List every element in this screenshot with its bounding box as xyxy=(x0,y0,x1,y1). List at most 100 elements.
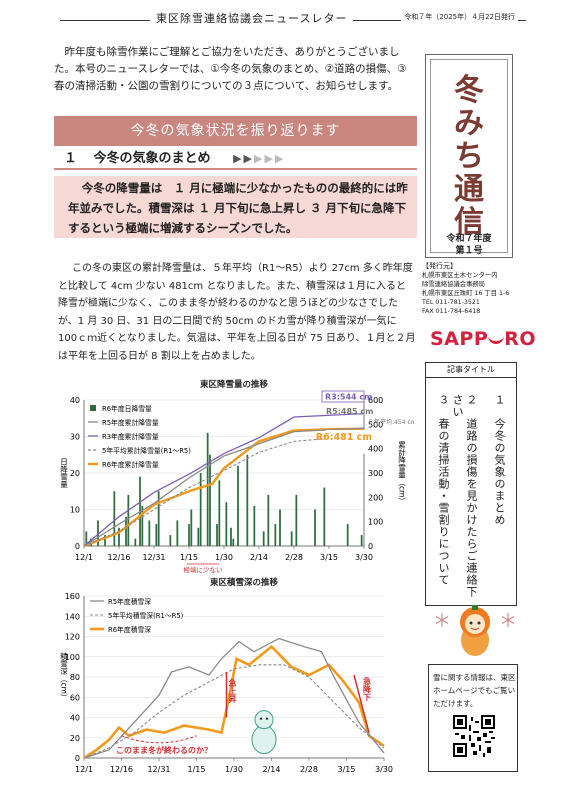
snowman-eye-icon xyxy=(259,717,263,720)
x-tick-label: 12/16 xyxy=(107,553,130,562)
daily-snowfall-bar xyxy=(85,531,88,546)
snowflake-icon xyxy=(501,613,515,627)
legend-label: R6年度日降雪量 xyxy=(102,404,152,413)
x-tick-label: 3/30 xyxy=(355,553,373,562)
publisher-heading: 【発行元】 xyxy=(422,262,457,270)
legend-label: R6年度累計降雪量 xyxy=(102,460,159,469)
daily-snowfall-bar xyxy=(141,505,144,546)
legend-label: R5年度積雪深 xyxy=(108,597,151,606)
daily-snowfall-bar xyxy=(188,524,190,546)
cumulative-snowfall-line xyxy=(83,412,365,547)
y-tick-label-left: 20 xyxy=(70,469,80,478)
daily-snowfall-bar xyxy=(125,516,127,546)
y-tick-label: 160 xyxy=(65,592,80,601)
daily-snowfall-bar xyxy=(190,509,193,546)
x-tick-label: 12/31 xyxy=(147,765,170,774)
title-char-4: 通 xyxy=(454,172,484,207)
x-tick-label: 3/15 xyxy=(320,553,338,562)
snow-depth-line xyxy=(83,637,385,759)
annotation-drop: 急降下 xyxy=(362,676,372,702)
daily-snowfall-bar xyxy=(218,480,221,546)
toc-item-2: ２ 道路の損傷を見かけたらご連絡下さい xyxy=(451,394,478,598)
section-title: 今冬の気象のまとめ xyxy=(93,151,211,166)
x-tick-label: 3/15 xyxy=(338,765,356,774)
legend-label: 5年平均積雪深(R1～R5) xyxy=(108,611,184,620)
daily-snowfall-bar xyxy=(169,535,172,546)
annotation-box xyxy=(326,430,366,454)
table-of-contents: １ 今冬の気象のまとめ ２ 道路の損傷を見かけたらご連絡下さい ３ 春の清掃活動… xyxy=(425,378,517,606)
daily-snowfall-bar xyxy=(323,487,326,546)
publisher-info: 【発行元】 札幌市東区土木センター内 除雪連絡協議会事務局 札幌市東区丘珠町 1… xyxy=(422,262,532,316)
annotation-surge: 急上昇 xyxy=(228,678,237,704)
daily-snowfall-bar xyxy=(290,531,293,546)
legend-label: R5年度累計降雪量 xyxy=(102,418,159,427)
info-box: 雪に関する情報は、東区ホームページでもご覧いただけます。 xyxy=(428,664,518,772)
daily-snowfall-bar xyxy=(134,538,137,546)
daily-snowfall-bar xyxy=(237,465,239,546)
annotation-avg: ５年平均:454 cm xyxy=(368,418,414,426)
toc-label: 記事タイトル xyxy=(425,362,517,378)
snowman-head-icon xyxy=(254,710,274,730)
y-tick-label-right: 100 xyxy=(368,518,383,527)
publisher-line: 札幌市東区丘珠町 16 丁目 1-6 xyxy=(422,290,510,297)
y-tick-label: 0 xyxy=(75,754,80,763)
x-tick-label: 12/31 xyxy=(142,553,165,562)
annotation-question: このまま冬が終わるのか？ xyxy=(116,745,212,755)
y-tick-label-left: 0 xyxy=(75,542,80,551)
section-banner: 今冬の気象状況を振り返ります xyxy=(54,116,417,146)
cumulative-snowfall-line xyxy=(83,427,365,547)
annotation-r3: R3:544 cm xyxy=(325,393,373,402)
snowfall-chart-title: 東区降雪量の推移 xyxy=(200,380,269,390)
y-tick-label: 60 xyxy=(70,693,80,702)
section-heading: １ 今冬の気象のまとめ ▶▶▶▶▶ xyxy=(54,148,417,170)
x-tick-label: 2/28 xyxy=(285,553,303,562)
daily-snowfall-bar xyxy=(157,491,160,546)
y-tick-label-left: 10 xyxy=(70,506,80,515)
daily-snowfall-bar xyxy=(209,454,211,546)
daily-snowfall-bar xyxy=(197,527,200,546)
snowman-icon xyxy=(251,725,277,755)
summary-highlight: 今冬の降雪量は １ 月に極端に少なかったものの最終的には昨年並みでした。積雪深は… xyxy=(54,176,417,238)
y-tick-label-left: 40 xyxy=(70,396,80,405)
daily-snowfall-bar xyxy=(113,491,116,546)
legend-label: R6年度積雪深 xyxy=(108,625,151,634)
daily-snowfall-bar xyxy=(346,524,349,546)
snow-depth-line xyxy=(83,664,385,759)
snowflake-icon xyxy=(435,613,449,627)
daily-snowfall-bar xyxy=(97,520,99,546)
snow-depth-chart-title: 東区積雪深の推移 xyxy=(210,578,279,588)
legend-label: R3年度累計降雪量 xyxy=(102,432,159,441)
title-char-1: 冬 xyxy=(454,73,484,108)
snowman-eye-icon xyxy=(265,717,269,720)
y-tick-label: 120 xyxy=(65,633,80,642)
daily-snowfall-bar xyxy=(274,524,277,546)
daily-snowfall-bar xyxy=(279,509,281,546)
daily-snowfall-bar xyxy=(206,432,209,546)
daily-snowfall-bar xyxy=(230,527,232,546)
y-tick-label: 80 xyxy=(70,673,80,682)
header: 東区除雪連絡協議会ニュースレター 令和７年（2025年）４月22日発行 xyxy=(0,0,566,40)
daily-snowfall-bar xyxy=(148,520,151,546)
x-tick-label: 12/1 xyxy=(75,553,93,562)
cumulative-snowfall-line xyxy=(83,427,364,548)
x-tick-label: 12/1 xyxy=(75,765,93,774)
y-axis-label: 積雪深（cm） xyxy=(59,651,68,701)
x-tick-label: 3/30 xyxy=(375,765,393,774)
annotation-box xyxy=(321,390,365,403)
title-char-2: み xyxy=(454,106,484,141)
legend-label: 5年平均累計降雪量(R1～R5) xyxy=(102,446,191,455)
issue-date: 令和７年（2025年）４月22日発行 xyxy=(401,12,518,22)
publisher-line: FAX 011-784-6418 xyxy=(422,308,481,315)
y-tick-label-right: 200 xyxy=(368,493,383,502)
daily-snowfall-bar xyxy=(127,494,130,546)
arrow-decoration: ▶▶▶▶▶ xyxy=(233,152,286,165)
daily-snowfall-bar xyxy=(225,502,228,546)
x-tick-label: 2/28 xyxy=(300,765,318,774)
body-paragraph: この冬の東区の累計降雪量は、５年平均（R1～R5）より 27cm 多く昨年度と比… xyxy=(58,263,416,362)
info-text: 雪に関する情報は、東区ホームページでもご覧いただけます。 xyxy=(433,673,516,708)
y-axis-label-right: 累計降雪量（cm） xyxy=(397,441,406,505)
y-tick-label: 100 xyxy=(65,653,80,662)
daily-snowfall-bar xyxy=(232,538,235,546)
y-axis-label-left: 日降雪量 xyxy=(59,458,68,489)
